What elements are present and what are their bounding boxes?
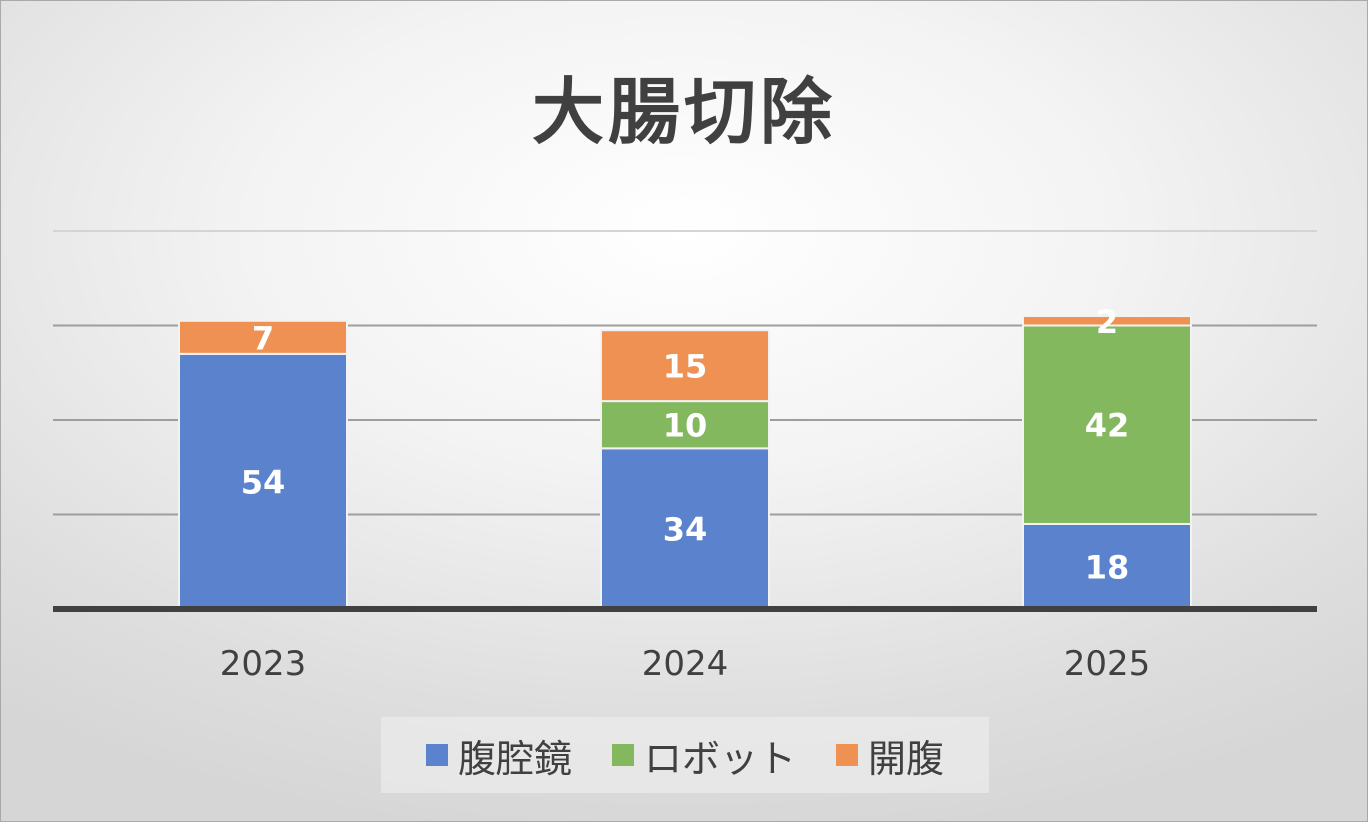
legend-swatch-robot — [611, 744, 634, 766]
data-label: 15 — [663, 348, 708, 386]
data-label: 2 — [1096, 303, 1118, 341]
x-tick-label: 2024 — [642, 644, 729, 684]
data-label: 34 — [663, 511, 708, 549]
bar-segment-laparoscopic-2024 — [600, 447, 770, 610]
legend-item-robot: ロボット — [611, 728, 796, 783]
bar-segment-robot-2025 — [1022, 324, 1192, 525]
data-label: 42 — [1085, 407, 1130, 445]
chart-title: 大腸切除 — [531, 70, 836, 154]
legend-item-open: 開腹 — [836, 728, 944, 783]
x-tick-label: 2025 — [1064, 644, 1151, 684]
legend-label-robot: ロボット — [643, 736, 796, 781]
bar-segment-open-2024 — [600, 329, 770, 403]
legend: 腹腔鏡 ロボット 開腹 — [381, 717, 989, 793]
data-label: 54 — [241, 463, 286, 501]
legend-swatch-laparoscopic — [425, 744, 448, 766]
data-label: 18 — [1085, 548, 1130, 586]
bar-segment-open-2023 — [178, 319, 348, 355]
data-label: 7 — [252, 319, 274, 357]
data-label: 10 — [663, 407, 708, 445]
legend-label-laparoscopic: 腹腔鏡 — [457, 736, 572, 781]
bar-segment-robot-2024 — [600, 400, 770, 450]
legend-label-open: 開腹 — [868, 736, 945, 781]
legend-swatch-open — [836, 744, 858, 766]
bar-segment-open-2025 — [1022, 315, 1192, 327]
bar-segment-laparoscopic-2025 — [1022, 522, 1192, 611]
x-tick-label: 2023 — [220, 644, 307, 684]
legend-item-laparoscopic: 腹腔鏡 — [425, 728, 572, 783]
